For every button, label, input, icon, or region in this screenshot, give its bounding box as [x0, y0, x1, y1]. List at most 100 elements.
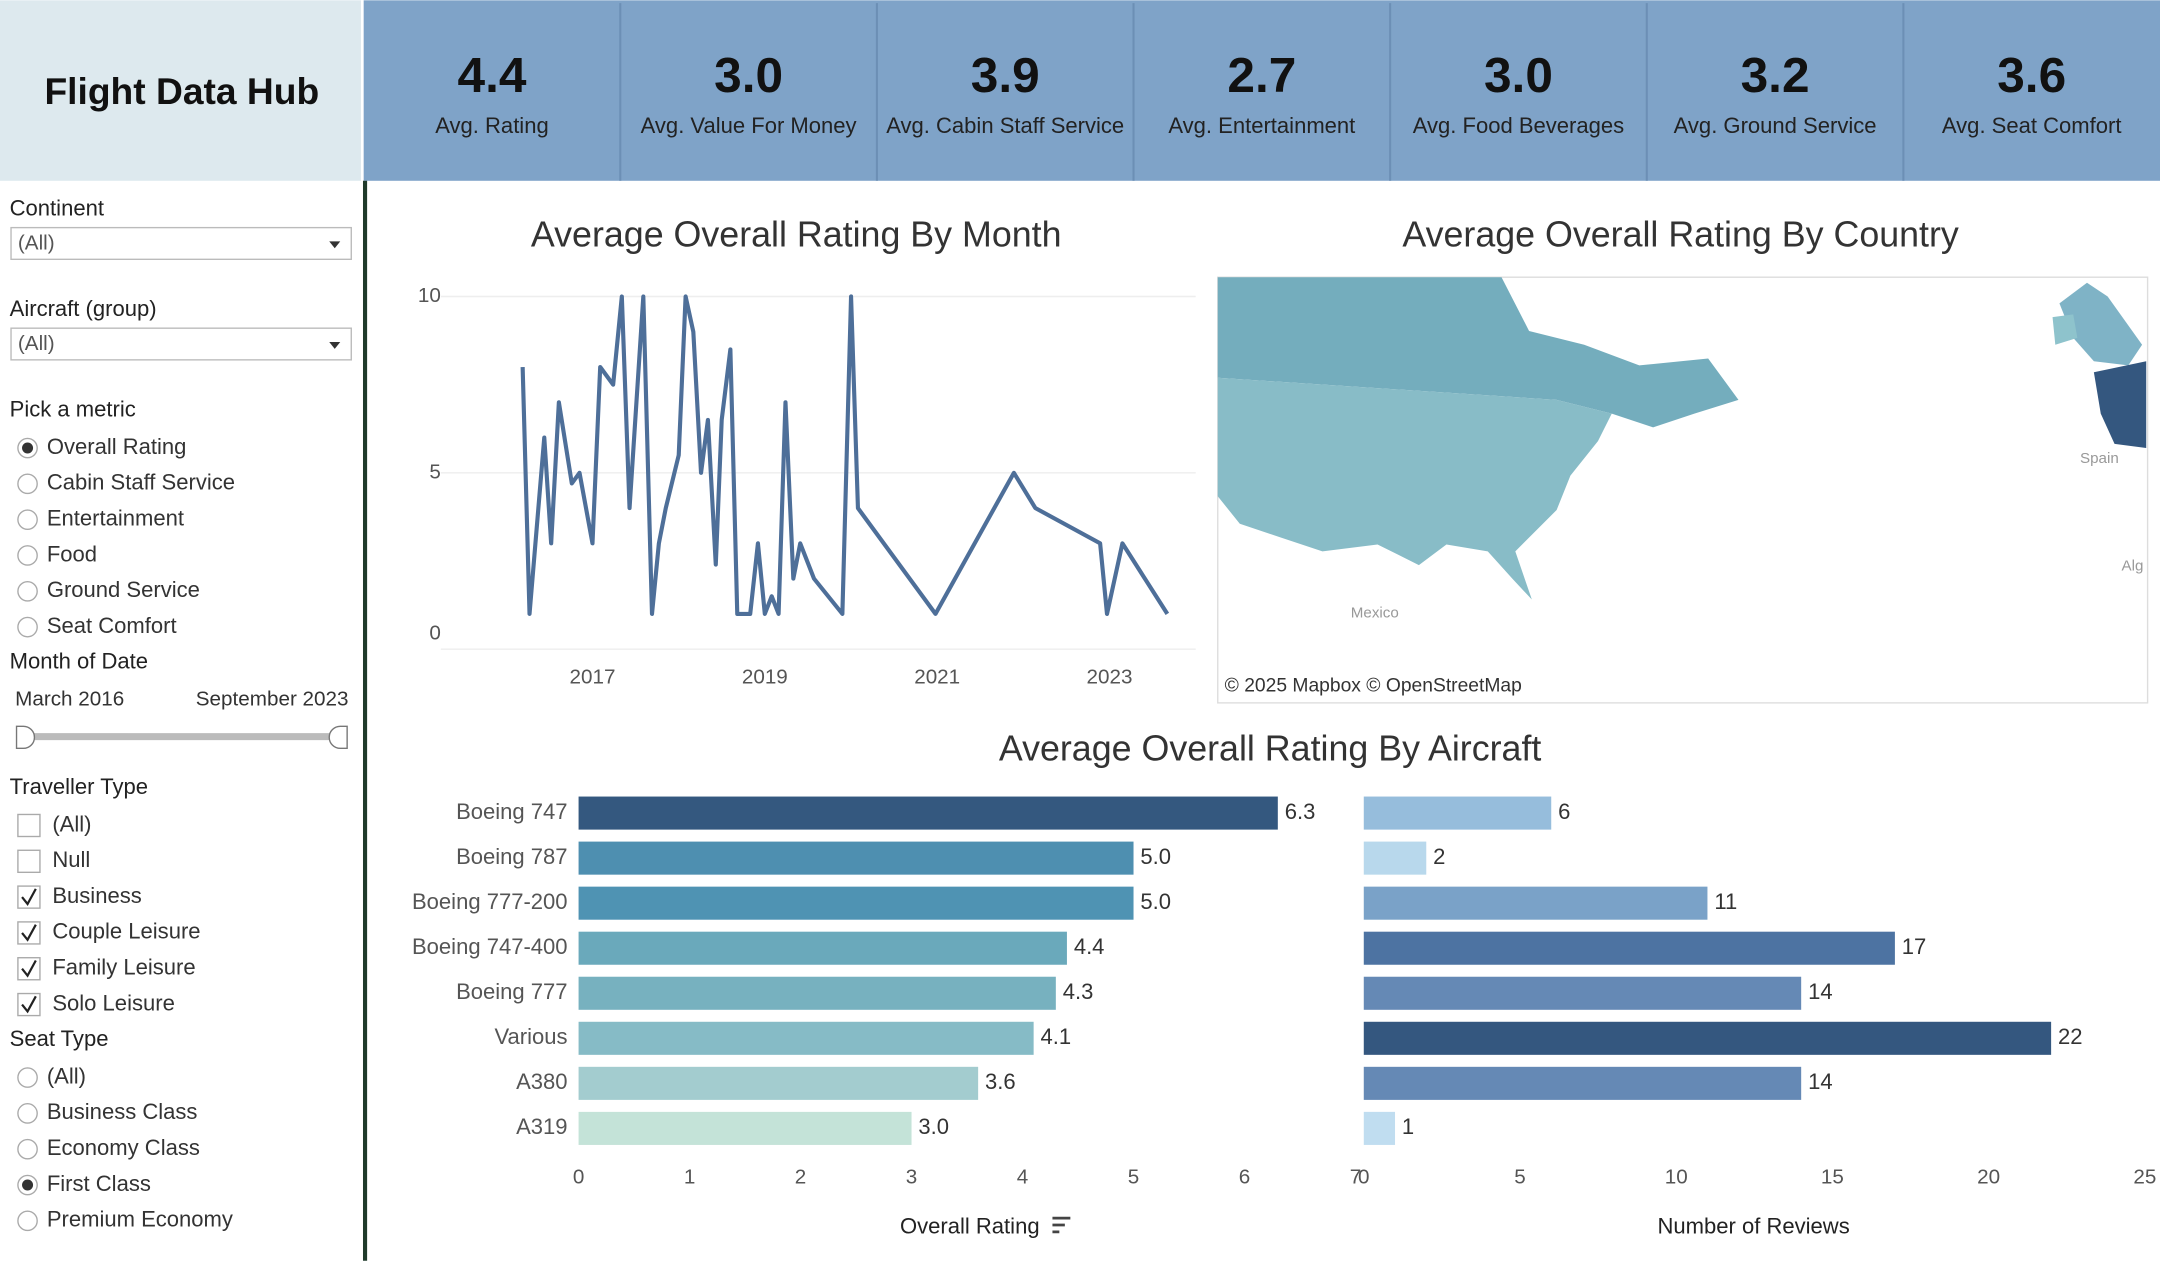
sort-icon[interactable] [1052, 1216, 1071, 1234]
category-label: A319 [516, 1114, 567, 1139]
x-tick-label: 5 [1128, 1166, 1140, 1189]
value-label: 5.0 [1140, 844, 1171, 869]
x-tick-label: 2019 [742, 666, 788, 689]
map-place-label: Spain [2080, 450, 2119, 467]
bar [578, 1066, 979, 1100]
bar [1363, 796, 1552, 830]
checkmark [21, 888, 37, 906]
radio-button[interactable] [17, 509, 38, 530]
category-label: Various [494, 1024, 567, 1049]
kpi-value: 2.7 [1227, 47, 1296, 103]
radio-button[interactable] [17, 580, 38, 602]
x-tick-label: 4 [1017, 1166, 1029, 1189]
map-region-ireland [2052, 314, 2078, 345]
dropdown[interactable] [10, 226, 352, 260]
filter-label: Continent [10, 196, 104, 221]
y-tick-label: 10 [418, 284, 441, 307]
value-label: 14 [1808, 1069, 1833, 1094]
map-attribution: © 2025 Mapbox © OpenStreetMap [1225, 675, 1522, 696]
checkbox-label: Solo Leisure [52, 990, 174, 1015]
x-tick-label: 0 [1358, 1166, 1370, 1189]
kpi-label: Avg. Value For Money [641, 113, 857, 138]
chart-title: Average Overall Rating By Month [531, 215, 1062, 255]
value-label: 5.0 [1140, 889, 1171, 914]
kpi-value: 3.9 [971, 47, 1040, 103]
x-tick-label: 25 [2133, 1166, 2156, 1189]
dropdown[interactable] [10, 327, 352, 361]
x-tick-label: 2 [795, 1166, 807, 1189]
filter-label: Traveller Type [10, 774, 148, 799]
radio-button[interactable] [17, 1067, 38, 1088]
x-tick-label: 3 [906, 1166, 918, 1189]
value-label: 6 [1558, 799, 1570, 824]
checkbox[interactable] [17, 849, 41, 874]
checkmark [21, 924, 37, 942]
checkbox-label: Family Leisure [52, 955, 195, 980]
slider-handle[interactable] [15, 725, 36, 750]
category-label: Boeing 777-200 [412, 889, 568, 914]
x-tick-label: 15 [1821, 1166, 1844, 1189]
kpi-value: 3.0 [714, 47, 783, 103]
category-label: Boeing 777 [456, 979, 567, 1004]
checkmark [21, 959, 37, 978]
radio-button[interactable] [17, 1103, 38, 1124]
kpi-label: Avg. Cabin Staff Service [886, 113, 1124, 138]
slider-end: September 2023 [196, 688, 349, 711]
value-label: 2 [1433, 844, 1445, 869]
x-tick-label: 6 [1239, 1166, 1251, 1189]
filter-label: Seat Type [10, 1026, 109, 1051]
radio-button[interactable] [17, 616, 38, 638]
value-label: 17 [1902, 934, 1927, 959]
dropdown-arrow [329, 241, 341, 249]
bar [578, 976, 1056, 1010]
value-label: 3.0 [918, 1114, 949, 1139]
bar [1363, 841, 1427, 875]
x-tick-label: 2023 [1087, 666, 1133, 689]
value-label: 3.6 [985, 1069, 1016, 1094]
map-region-canada [1217, 277, 1739, 428]
x-axis-label: Overall Rating [900, 1214, 1040, 1239]
map [1217, 276, 2149, 704]
bar [578, 841, 1134, 875]
chart-title: Average Overall Rating By Aircraft [999, 729, 1542, 769]
category-label: Boeing 747-400 [412, 934, 568, 959]
value-label: 1 [1402, 1114, 1414, 1139]
radio-dot [22, 1179, 34, 1191]
value-label: 22 [2058, 1024, 2083, 1049]
checkbox-label: Business [52, 883, 141, 908]
bar [578, 1021, 1034, 1055]
radio-button[interactable] [17, 473, 38, 495]
bar [1363, 1111, 1396, 1145]
kpi-value: 4.4 [458, 47, 527, 103]
kpi-value: 3.0 [1484, 47, 1553, 103]
radio-label: First Class [47, 1171, 151, 1196]
checkmark [21, 995, 37, 1014]
radio-label: Business Class [47, 1099, 198, 1124]
slider-handle[interactable] [328, 725, 348, 750]
category-label: A380 [516, 1069, 567, 1094]
bar [1363, 1021, 2052, 1055]
kpi-label: Avg. Food Beverages [1413, 113, 1624, 138]
kpi-strip [363, 0, 2160, 181]
x-axis-label: Number of Reviews [1658, 1214, 1850, 1239]
map-place-label: Mexico [1351, 604, 1399, 621]
map-place-label: Alg [2122, 558, 2144, 575]
radio-label: Economy Class [47, 1135, 200, 1160]
radio-button[interactable] [17, 545, 38, 566]
bar [578, 931, 1067, 965]
radio-label: (All) [47, 1063, 86, 1088]
radio-button[interactable] [17, 1210, 38, 1232]
dropdown-arrow [329, 341, 341, 349]
value-label: 11 [1714, 889, 1737, 914]
kpi-label: Avg. Entertainment [1168, 113, 1355, 138]
radio-button[interactable] [17, 1138, 38, 1160]
bar [1363, 976, 1802, 1010]
bar [578, 796, 1278, 830]
category-label: Boeing 747 [456, 799, 567, 824]
bar [578, 886, 1134, 920]
map-title: Average Overall Rating By Country [1402, 215, 1959, 255]
radio-label: Food [47, 541, 97, 566]
slider-start: March 2016 [15, 688, 124, 711]
checkbox[interactable] [17, 813, 41, 838]
